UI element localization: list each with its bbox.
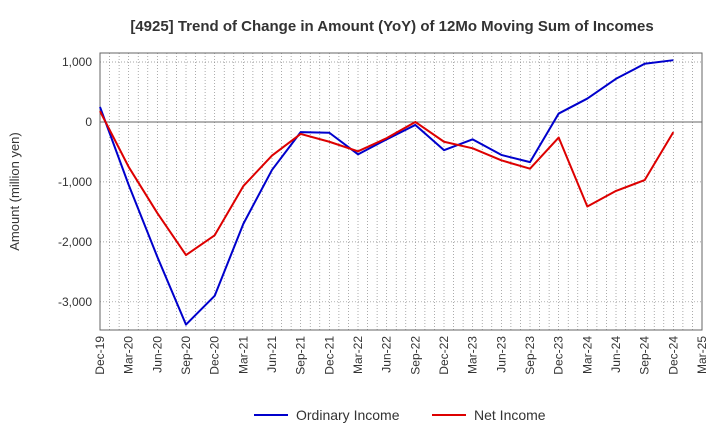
x-tick-label: Mar-25 bbox=[695, 336, 709, 374]
y-tick-label: -1,000 bbox=[58, 175, 92, 189]
y-tick-label: 1,000 bbox=[62, 55, 92, 69]
x-axis-ticks: Dec-19 Mar-20 Jun-20 Sep-20 Dec-20 Mar-21 Jun-… bbox=[93, 336, 709, 375]
x-tick-label: Sep-22 bbox=[408, 336, 422, 375]
y-axis-ticks: 1,000 0 -1,000 -2,000 -3,000 bbox=[58, 55, 92, 309]
x-tick-label: Sep-20 bbox=[179, 336, 193, 375]
x-tick-label: Jun-21 bbox=[265, 336, 279, 373]
x-tick-label: Mar-23 bbox=[466, 336, 480, 374]
x-tick-label: Dec-21 bbox=[322, 336, 336, 375]
legend: Ordinary Income Net Income bbox=[254, 407, 546, 423]
chart-title: [4925] Trend of Change in Amount (YoY) o… bbox=[130, 18, 653, 35]
x-tick-label: Mar-20 bbox=[122, 336, 136, 374]
grid bbox=[100, 53, 702, 330]
x-tick-label: Jun-22 bbox=[380, 336, 394, 373]
x-tick-label: Jun-20 bbox=[150, 336, 164, 373]
legend-label: Ordinary Income bbox=[296, 407, 400, 423]
y-tick-label: -2,000 bbox=[58, 235, 92, 249]
y-axis-label: Amount (million yen) bbox=[7, 132, 22, 251]
x-tick-label: Dec-19 bbox=[93, 336, 107, 375]
x-tick-label: Mar-22 bbox=[351, 336, 365, 374]
series-line-ordinary-income bbox=[99, 59, 674, 326]
series bbox=[99, 59, 675, 326]
x-tick-label: Mar-21 bbox=[236, 336, 250, 374]
x-tick-label: Dec-20 bbox=[208, 336, 222, 375]
x-tick-label: Dec-22 bbox=[437, 336, 451, 375]
x-tick-label: Mar-24 bbox=[580, 336, 594, 374]
x-tick-label: Jun-24 bbox=[609, 336, 623, 373]
x-tick-label: Jun-23 bbox=[494, 336, 508, 373]
series-line-net-income bbox=[99, 110, 675, 257]
plot-frame bbox=[99, 52, 703, 331]
y-tick-label: 0 bbox=[85, 115, 92, 129]
x-tick-label: Sep-24 bbox=[638, 336, 652, 375]
x-tick-label: Dec-23 bbox=[552, 336, 566, 375]
x-tick-label: Sep-21 bbox=[294, 336, 308, 375]
x-tick-label: Sep-23 bbox=[523, 336, 537, 375]
x-tick-label: Dec-24 bbox=[666, 336, 680, 375]
legend-label: Net Income bbox=[474, 407, 546, 423]
y-tick-label: -3,000 bbox=[58, 295, 92, 309]
